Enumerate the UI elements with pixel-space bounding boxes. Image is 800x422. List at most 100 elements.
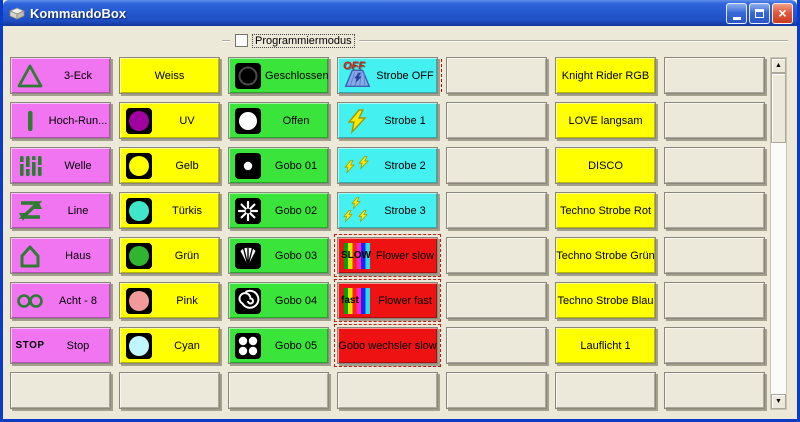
button-knight-rider-rgb[interactable]: Knight Rider RGB	[555, 57, 656, 94]
gobo-shell-icon	[232, 242, 264, 269]
color-swatch-icon	[123, 197, 155, 224]
window-controls: ×	[726, 2, 793, 24]
vertical-scrollbar[interactable]: ▲ ▼	[770, 57, 787, 410]
button-flower-fast[interactable]: fast Flower fast	[334, 279, 441, 322]
scroll-thumb[interactable]	[771, 73, 786, 143]
empty-button[interactable]	[664, 102, 765, 139]
empty-button[interactable]	[664, 282, 765, 319]
button-hoch-run[interactable]: Hoch-Run...	[10, 102, 111, 139]
wave-bars-icon	[14, 153, 46, 179]
button-gobo-05[interactable]: Gobo 05	[228, 327, 329, 364]
button-cyan[interactable]: Cyan	[119, 327, 220, 364]
programmiermodus-checkbox[interactable]	[235, 34, 248, 47]
button-grün[interactable]: Grün	[119, 237, 220, 274]
button-strobe-1[interactable]: Strobe 1	[337, 102, 438, 139]
gobo-circles-icon	[232, 332, 264, 359]
button-welle[interactable]: Welle	[10, 147, 111, 184]
button-techno-strobe-grün[interactable]: Techno Strobe Grün	[555, 237, 656, 274]
zigzag-icon	[14, 198, 46, 224]
button-label: UV	[179, 114, 195, 127]
empty-button[interactable]	[446, 237, 547, 274]
button-gobo-02[interactable]: Gobo 02	[228, 192, 329, 229]
button-label: Grün	[174, 249, 200, 262]
empty-button[interactable]	[664, 372, 765, 409]
button-pink[interactable]: Pink	[119, 282, 220, 319]
color-swatch-icon	[123, 242, 155, 269]
empty-button[interactable]	[337, 372, 438, 409]
empty-button[interactable]	[446, 372, 547, 409]
color-swatch-icon	[123, 332, 155, 359]
button-techno-strobe-blau[interactable]: Techno Strobe Blau	[555, 282, 656, 319]
button-gelb[interactable]: Gelb	[119, 147, 220, 184]
button-label: Strobe 2	[384, 159, 426, 172]
empty-button[interactable]	[446, 57, 547, 94]
button-haus[interactable]: Haus	[10, 237, 111, 274]
button-gobo-wechsler-slow[interactable]: Gobo wechsler slow	[334, 324, 441, 367]
house-icon	[14, 243, 46, 269]
icon-text: SLOW	[341, 249, 371, 261]
button-offen[interactable]: Offen	[228, 102, 329, 139]
button-label: Geschlossen	[265, 69, 329, 82]
button-label: Türkis	[172, 204, 202, 217]
button-label: Line	[67, 204, 89, 217]
button-türkis[interactable]: Türkis	[119, 192, 220, 229]
button-love-langsam[interactable]: LOVE langsam	[555, 102, 656, 139]
button-uv[interactable]: UV	[119, 102, 220, 139]
button-label: Flower slow	[375, 249, 435, 262]
empty-button[interactable]	[664, 192, 765, 229]
button-techno-strobe-rot[interactable]: Techno Strobe Rot	[555, 192, 656, 229]
minimize-button[interactable]	[726, 2, 747, 24]
empty-button[interactable]	[555, 372, 656, 409]
button-gobo-01[interactable]: Gobo 01	[228, 147, 329, 184]
scroll-down-button[interactable]: ▼	[771, 394, 786, 409]
button-label: Techno Strobe Grün	[556, 249, 655, 262]
close-button[interactable]: ×	[772, 2, 793, 24]
gobo-dot-icon	[232, 152, 264, 179]
empty-button[interactable]	[446, 102, 547, 139]
lightning-x2-icon	[341, 153, 373, 179]
button-geschlossen[interactable]: Geschlossen	[228, 57, 329, 94]
scroll-up-button[interactable]: ▲	[771, 58, 786, 73]
button-lauflicht-1[interactable]: Lauflicht 1	[555, 327, 656, 364]
infinity-icon	[14, 288, 46, 314]
button-acht-8[interactable]: Acht - 8	[10, 282, 111, 319]
window-title: KommandoBox	[30, 5, 127, 21]
button-label: Strobe 1	[384, 114, 426, 127]
empty-button[interactable]	[446, 327, 547, 364]
gobo-star-icon	[232, 197, 264, 224]
button-label: Gobo 04	[274, 294, 318, 307]
maximize-button[interactable]	[749, 2, 770, 24]
button-label: Weiss	[154, 69, 185, 82]
empty-button[interactable]	[446, 282, 547, 319]
icon-text: STOP	[15, 340, 45, 351]
empty-button[interactable]	[664, 237, 765, 274]
button-flower-slow[interactable]: SLOW Flower slow	[334, 234, 441, 277]
button-label: Gobo 03	[274, 249, 318, 262]
button-label: Offen	[282, 114, 310, 127]
empty-button[interactable]	[228, 372, 329, 409]
button-strobe-off[interactable]: OFF Strobe OFF	[337, 57, 442, 94]
button-stop[interactable]: STOP Stop	[10, 327, 111, 364]
button-strobe-3[interactable]: Strobe 3	[337, 192, 438, 229]
empty-button[interactable]	[10, 372, 111, 409]
button-gobo-04[interactable]: Gobo 04	[228, 282, 329, 319]
empty-button[interactable]	[664, 57, 765, 94]
empty-button[interactable]	[446, 192, 547, 229]
empty-button[interactable]	[119, 372, 220, 409]
button-label: Acht - 8	[59, 294, 97, 307]
empty-button[interactable]	[664, 327, 765, 364]
button-gobo-03[interactable]: Gobo 03	[228, 237, 329, 274]
rainbow-icon: fast	[341, 287, 373, 314]
button-label: Gobo wechsler slow	[338, 339, 437, 352]
button-strobe-2[interactable]: Strobe 2	[337, 147, 438, 184]
empty-button[interactable]	[664, 147, 765, 184]
button-3-eck[interactable]: 3-Eck	[10, 57, 111, 94]
button-line[interactable]: Line	[10, 192, 111, 229]
button-weiss[interactable]: Weiss	[119, 57, 220, 94]
lightning-icon	[341, 108, 373, 134]
button-label: Strobe OFF	[376, 69, 434, 82]
button-disco[interactable]: DISCO	[555, 147, 656, 184]
button-label: Cyan	[174, 339, 200, 352]
icon-text: OFF	[343, 60, 365, 72]
empty-button[interactable]	[446, 147, 547, 184]
